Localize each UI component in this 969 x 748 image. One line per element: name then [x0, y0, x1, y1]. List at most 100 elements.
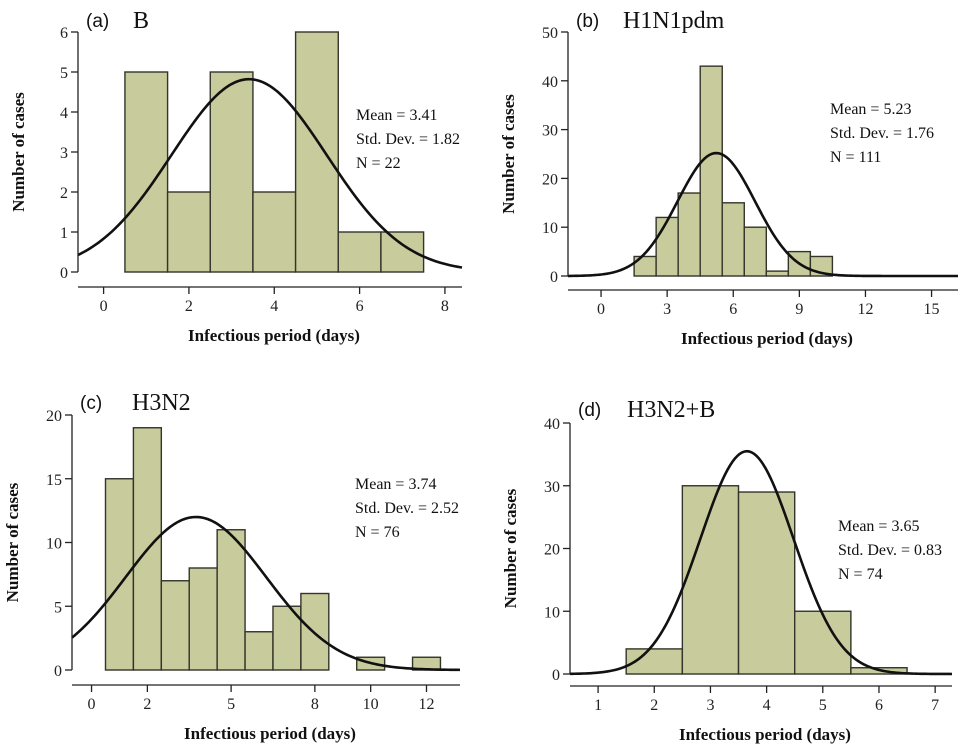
panel-a-x-tick-label: 4	[270, 298, 278, 315]
panel-c-bar	[188, 567, 218, 671]
panel-d-y-tick-label: 0	[552, 667, 560, 684]
panel-d-x-tick-label: 5	[819, 697, 827, 714]
panel-d-title: H3N2+B	[627, 397, 715, 423]
panel-c-y-tick-label: 20	[46, 408, 62, 425]
panel-a-stat-line: N = 22	[356, 155, 401, 172]
panel-b-normal-curve	[567, 151, 958, 278]
panel-a-bar	[209, 71, 254, 273]
panel-c-bar	[216, 529, 246, 671]
panel-d-x-axis-title: Infectious period (days)	[679, 725, 851, 744]
panel-c-x-tick-label: 2	[143, 696, 151, 713]
panel-b-x-tick-label: 9	[795, 301, 803, 318]
panel-a-x-tick-label: 6	[356, 298, 364, 315]
panel-d-x-tick-label: 1	[594, 697, 602, 714]
panel-c-x-tick-label: 12	[419, 696, 435, 713]
panel-b-title: H1N1pdm	[623, 8, 725, 34]
panel-a-y-tick-label: 3	[60, 145, 68, 162]
panel-b-x-tick-label: 12	[857, 301, 873, 318]
panel-a-y-axis-title: Number of cases	[9, 92, 28, 212]
panel-c-stat-line: N = 76	[355, 524, 400, 541]
panel-c-y-tick-label: 5	[54, 599, 62, 616]
panel-d-bar	[737, 491, 796, 675]
panel-b-stat-line: Mean = 5.23	[830, 101, 911, 118]
panel-b-y-tick-label: 20	[542, 171, 558, 188]
panel-b-y-tick-label: 50	[542, 25, 558, 42]
panel-c-label: (c)	[80, 393, 102, 414]
panel-d-stat-line: N = 74	[838, 566, 883, 583]
panel-c-normal-curve	[71, 515, 461, 672]
panel-a-bar	[380, 231, 425, 273]
panel-d-bar	[794, 610, 852, 675]
panel-c-y-tick-label: 0	[54, 663, 62, 680]
panel-d-y-tick-label: 10	[544, 604, 560, 621]
panel-b-bar	[743, 226, 768, 277]
panel-d-x-tick-label: 6	[875, 697, 883, 714]
panel-d-y-tick-label: 30	[544, 479, 560, 496]
panel-c-title: H3N2	[132, 390, 191, 416]
panel-b-y-tick-label: 40	[542, 74, 558, 91]
panel-b-y-tick-label: 30	[542, 123, 558, 140]
panel-d-y-tick-label: 40	[544, 416, 560, 433]
panel-a-y-tick-label: 6	[60, 25, 68, 42]
panel-a-stat-line: Std. Dev. = 1.82	[356, 131, 460, 148]
panel-a-y-tick-label: 0	[60, 265, 68, 282]
panel-c-y-tick-label: 15	[46, 472, 62, 489]
panel-d-x-tick-label: 3	[706, 697, 714, 714]
panel-c-bar	[244, 631, 274, 671]
panel-a-y-tick-label: 2	[60, 185, 68, 202]
panel-c-bar	[300, 592, 330, 671]
panel-a-bar	[337, 231, 382, 273]
panel-b-y-tick-label: 10	[542, 220, 558, 237]
panel-d-y-tick-label: 20	[544, 542, 560, 559]
panel-a-x-tick-label: 2	[185, 298, 193, 315]
panel-d-x-tick-label: 2	[650, 697, 658, 714]
panel-a-label: (a)	[86, 11, 109, 32]
panel-c-x-axis-title: Infectious period (days)	[184, 724, 356, 743]
panel-c-y-axis-title: Number of cases	[3, 482, 22, 602]
panel-a-y-tick-label: 4	[60, 105, 68, 122]
panel-d-x-tick-label: 7	[931, 697, 939, 714]
panel-a-y-tick-label: 1	[60, 225, 68, 242]
panel-b-stat-line: N = 111	[830, 149, 881, 166]
panel-b-bar	[721, 202, 745, 277]
panel-d-y-axis-title: Number of cases	[501, 488, 520, 608]
panel-a-bar	[294, 31, 339, 273]
panel-c-stat-line: Std. Dev. = 2.52	[355, 500, 459, 517]
panel-a-bar	[166, 191, 211, 273]
panel-a-stat-line: Mean = 3.41	[356, 107, 437, 124]
panel-a-x-tick-label: 0	[100, 298, 108, 315]
panel-b-x-tick-label: 3	[663, 301, 671, 318]
panel-c-x-tick-label: 0	[88, 696, 96, 713]
panel-b-x-tick-label: 15	[924, 301, 940, 318]
panel-b-x-tick-label: 0	[597, 301, 605, 318]
panel-d-x-tick-label: 4	[763, 697, 771, 714]
panel-b-bar	[655, 216, 679, 277]
panel-b-bar	[699, 65, 723, 277]
panel-b-x-axis-title: Infectious period (days)	[681, 329, 853, 348]
panel-d-stat-line: Mean = 3.65	[838, 518, 919, 535]
panel-a-y-tick-label: 5	[60, 65, 68, 82]
panel-b-y-axis-title: Number of cases	[499, 94, 518, 214]
panel-c-x-tick-label: 8	[311, 696, 319, 713]
panel-d-label: (d)	[578, 400, 601, 421]
panel-a-x-axis-title: Infectious period (days)	[188, 326, 360, 345]
panel-b-bar	[677, 192, 701, 277]
panel-d-stat-line: Std. Dev. = 0.83	[838, 542, 942, 559]
panel-b-label: (b)	[576, 11, 599, 32]
panel-a-bar	[252, 191, 297, 273]
panel-a-normal-curve	[77, 77, 463, 269]
panel-a-title: B	[133, 8, 149, 34]
panel-a-x-tick-label: 8	[441, 298, 449, 315]
panel-c-y-tick-label: 10	[46, 536, 62, 553]
panel-c-stat-line: Mean = 3.74	[355, 476, 436, 493]
panel-b-x-tick-label: 6	[729, 301, 737, 318]
panel-c-x-tick-label: 5	[227, 696, 235, 713]
panel-c-bar	[272, 605, 302, 671]
panel-b-y-tick-label: 0	[550, 269, 558, 286]
panel-b-stat-line: Std. Dev. = 1.76	[830, 125, 934, 142]
panel-d-bar	[681, 485, 740, 675]
panel-c-bar	[160, 580, 190, 671]
panel-c-x-tick-label: 10	[363, 696, 379, 713]
panel-d-normal-curve	[569, 449, 953, 676]
